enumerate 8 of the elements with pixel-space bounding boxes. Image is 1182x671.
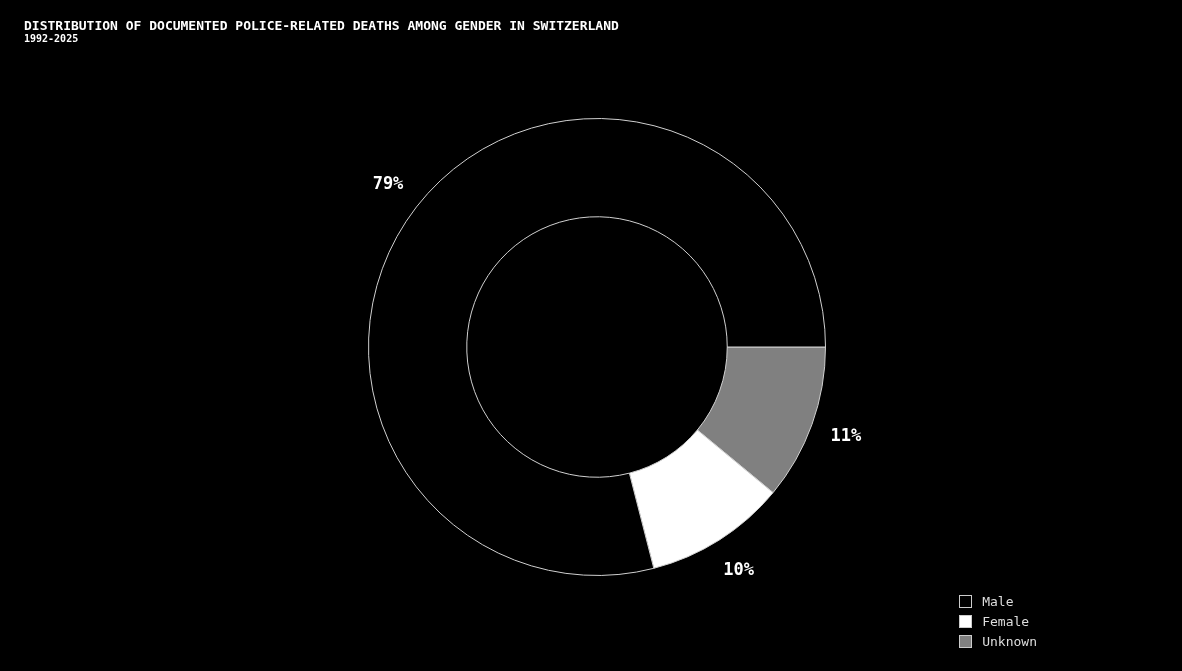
- legend-label: Male: [982, 593, 1014, 609]
- data-label: 11%: [830, 425, 862, 446]
- data-label: 79%: [372, 173, 405, 194]
- text: 1992-2025: [24, 33, 80, 44]
- data-label: 10%: [723, 558, 755, 579]
- legend-label: Female: [982, 613, 1030, 629]
- chart-title: DISTRIBUTION OF DOCUMENTED POLICE-RELATED DEATHS AMONG GENDER IN SWITZERLAND: [24, 18, 619, 33]
- legend-label: Unknown: [982, 633, 1037, 649]
